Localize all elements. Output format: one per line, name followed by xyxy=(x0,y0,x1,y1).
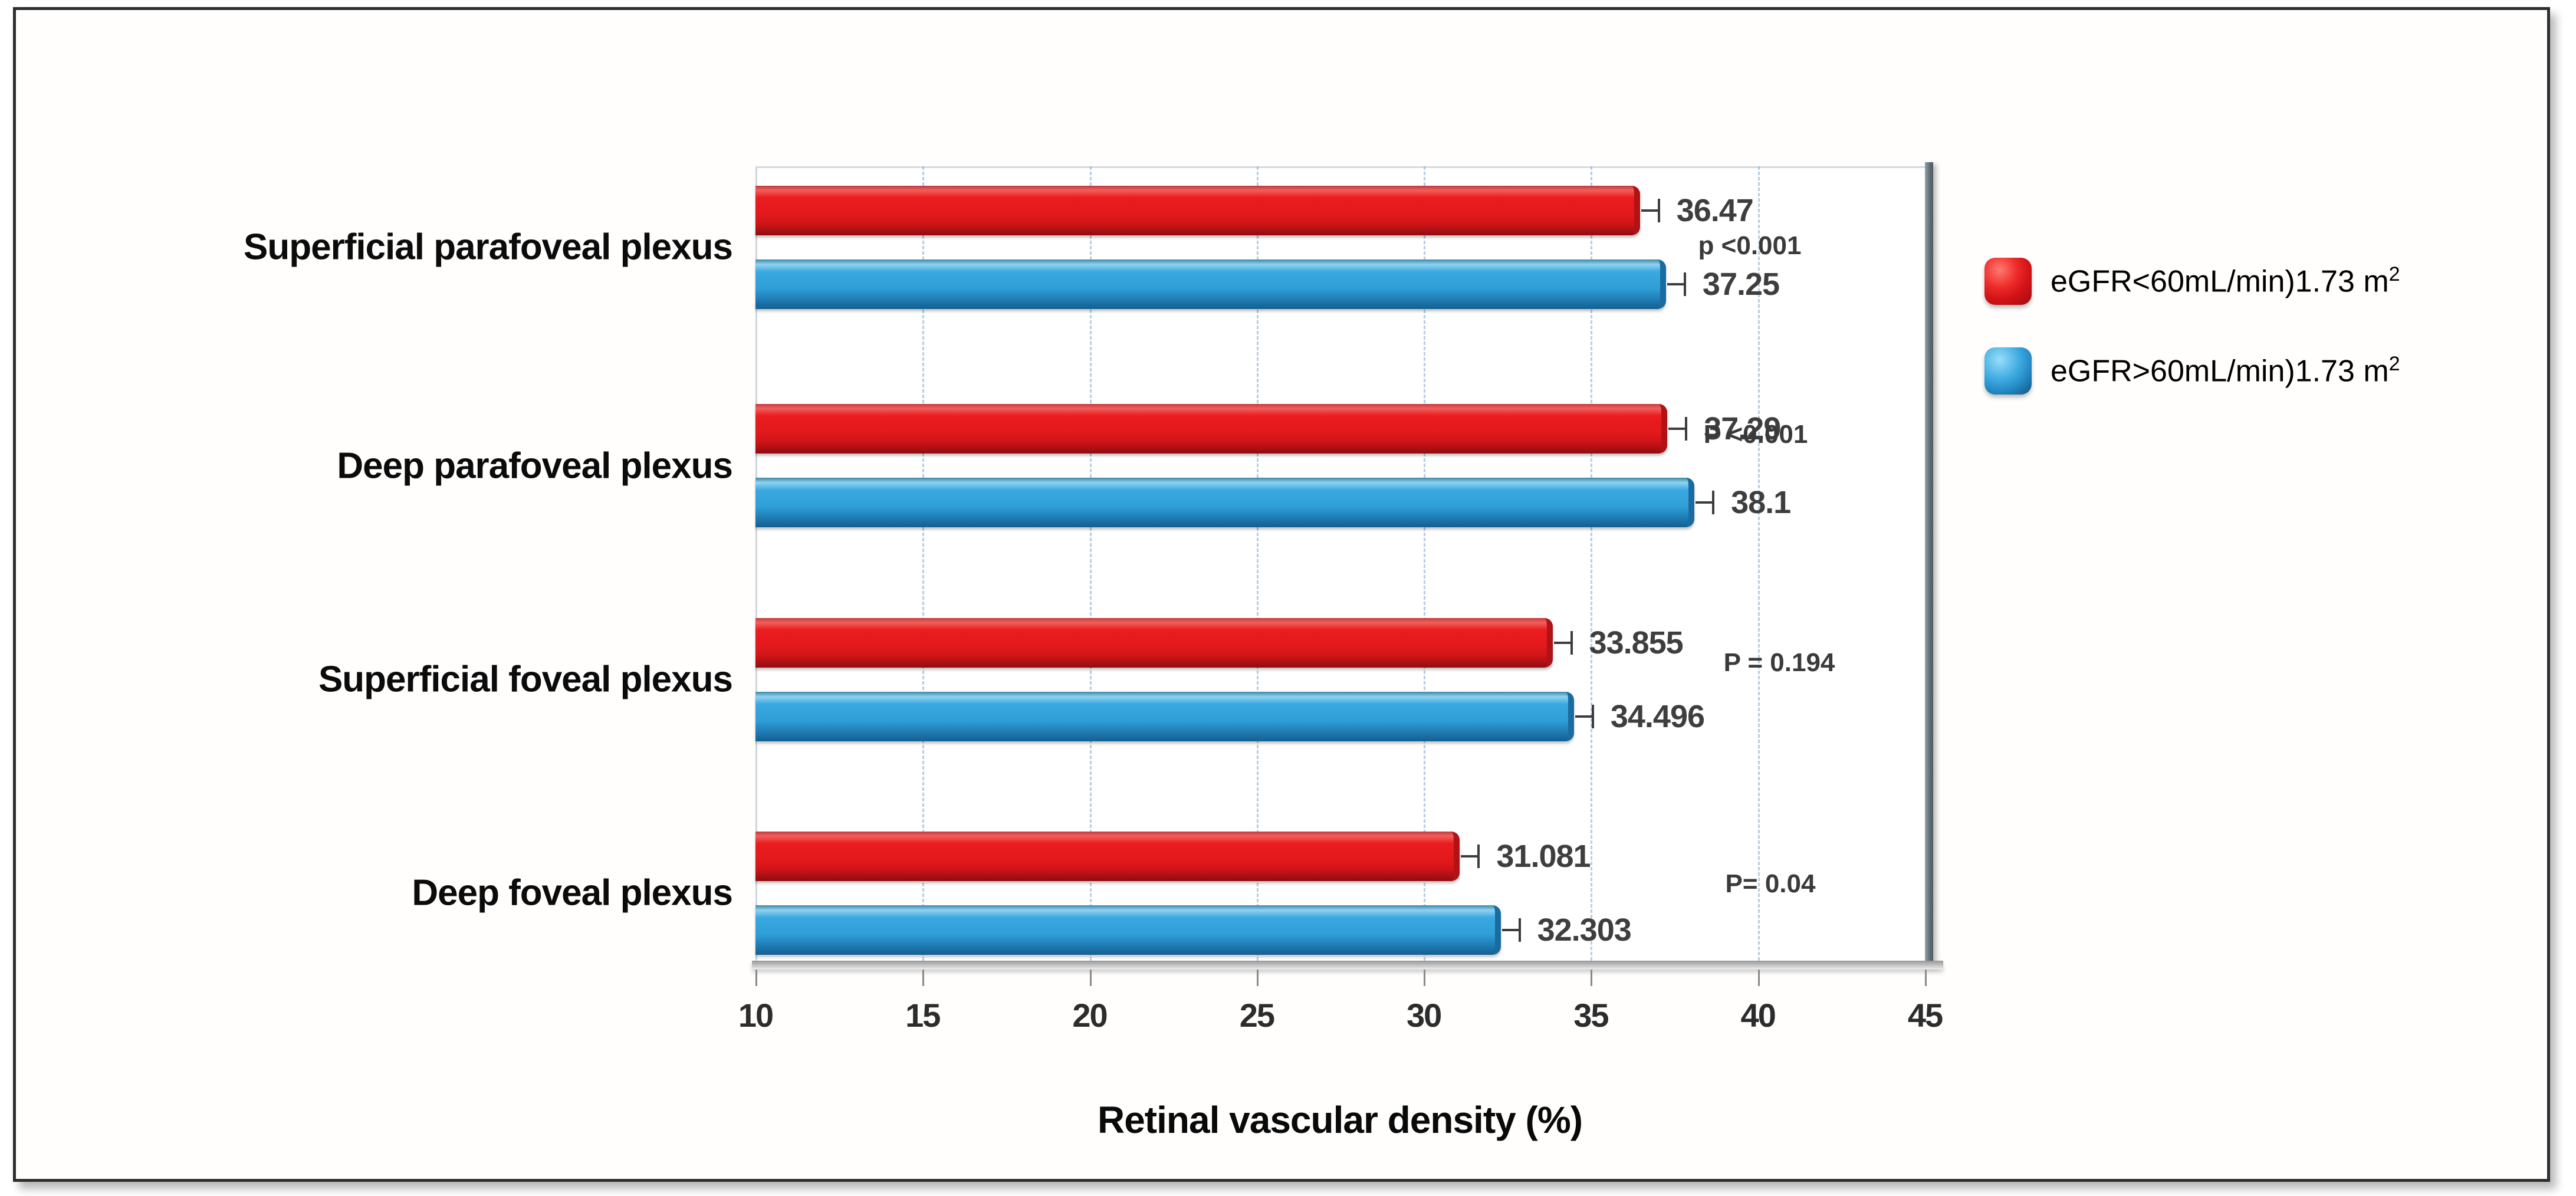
p-value-label: P= 0.04 xyxy=(1725,869,1816,898)
p-value-label: P = 0.194 xyxy=(1723,648,1835,677)
error-bar-line xyxy=(1696,501,1714,504)
bar-egfr-lt60 xyxy=(755,618,1553,668)
error-bar-line xyxy=(1575,715,1593,718)
bar-egfr-gt60 xyxy=(755,259,1666,309)
bar-value-label: 37.25 xyxy=(1702,267,1780,302)
error-bar-cap xyxy=(1591,705,1594,728)
legend-label: eGFR>60mL/min)1.73 m2 xyxy=(2051,353,2400,389)
x-axis-title: Retinal vascular density (%) xyxy=(1097,1099,1583,1141)
gridline-40 xyxy=(1757,166,1760,961)
gridline-15 xyxy=(922,166,925,961)
x-tick-mark-30 xyxy=(1424,970,1426,986)
x-tick-mark-45 xyxy=(1925,970,1927,986)
error-bar-cap xyxy=(1683,272,1686,296)
error-bar-cap xyxy=(1518,918,1521,942)
legend-item-egfr-lt60: eGFR<60mL/min)1.73 m2 xyxy=(1984,258,2400,305)
x-axis-line xyxy=(752,961,1943,970)
figure-frame: 36.47 37.25 p <0.001 37.29 38.1 P <0.001 33.85… xyxy=(13,7,2550,1182)
p-value-label: P <0.001 xyxy=(1703,420,1808,449)
bar-value-label: 36.47 xyxy=(1676,193,1754,228)
bar-value-label: 37.29 xyxy=(1704,411,1781,446)
error-bar-cap xyxy=(1712,491,1715,514)
bar-egfr-lt60 xyxy=(755,186,1640,235)
x-tick-mark-35 xyxy=(1591,970,1593,986)
category-label: Superficial foveal plexus xyxy=(318,659,733,700)
x-tick-label-15: 15 xyxy=(905,997,941,1034)
category-label: Deep parafoveal plexus xyxy=(337,445,733,487)
bar-egfr-lt60 xyxy=(755,832,1460,881)
error-bar-line xyxy=(1668,428,1687,430)
legend-label: eGFR<60mL/min)1.73 m2 xyxy=(2051,263,2400,299)
x-tick-label-30: 30 xyxy=(1406,997,1442,1034)
error-bar-line xyxy=(1461,855,1479,857)
error-bar-line xyxy=(1667,283,1685,285)
legend-swatch-blue-icon xyxy=(1984,347,2032,395)
x-tick-mark-20 xyxy=(1089,970,1092,986)
plot-right-wall xyxy=(1925,162,1933,967)
error-bar-cap xyxy=(1685,417,1688,441)
bar-egfr-gt60 xyxy=(755,692,1574,741)
x-tick-mark-25 xyxy=(1256,970,1259,986)
x-tick-mark-10 xyxy=(755,970,757,986)
error-bar-cap xyxy=(1570,631,1573,655)
bar-egfr-gt60 xyxy=(755,905,1501,955)
gridline-20 xyxy=(1089,166,1092,961)
error-bar-cap xyxy=(1477,845,1480,868)
bar-value-label: 33.855 xyxy=(1589,625,1684,661)
x-tick-label-40: 40 xyxy=(1740,997,1776,1034)
bar-value-label: 34.496 xyxy=(1610,699,1705,734)
p-value-label: p <0.001 xyxy=(1698,231,1802,260)
error-bar-line xyxy=(1501,929,1520,931)
legend-swatch-red-icon xyxy=(1984,258,2032,305)
gridline-30 xyxy=(1424,166,1426,961)
bar-value-label: 32.303 xyxy=(1537,912,1632,948)
category-label: Deep foveal plexus xyxy=(412,872,733,914)
bar-value-label: 31.081 xyxy=(1496,839,1591,874)
x-tick-mark-40 xyxy=(1757,970,1760,986)
x-tick-label-20: 20 xyxy=(1072,997,1108,1034)
gridline-25 xyxy=(1256,166,1259,961)
x-tick-label-25: 25 xyxy=(1239,997,1275,1034)
bar-value-label: 38.1 xyxy=(1731,485,1791,520)
category-label: Superficial parafoveal plexus xyxy=(243,226,733,268)
x-tick-label-10: 10 xyxy=(738,997,774,1034)
x-tick-label-45: 45 xyxy=(1907,997,1943,1034)
error-bar-cap xyxy=(1657,199,1660,222)
x-tick-label-35: 35 xyxy=(1573,997,1609,1034)
error-bar-line xyxy=(1641,209,1659,212)
bar-egfr-lt60 xyxy=(755,404,1668,454)
bar-egfr-gt60 xyxy=(755,478,1695,527)
legend-item-egfr-gt60: eGFR>60mL/min)1.73 m2 xyxy=(1984,347,2400,395)
error-bar-line xyxy=(1553,642,1572,644)
x-tick-mark-15 xyxy=(922,970,925,986)
gridline-35 xyxy=(1591,166,1593,961)
